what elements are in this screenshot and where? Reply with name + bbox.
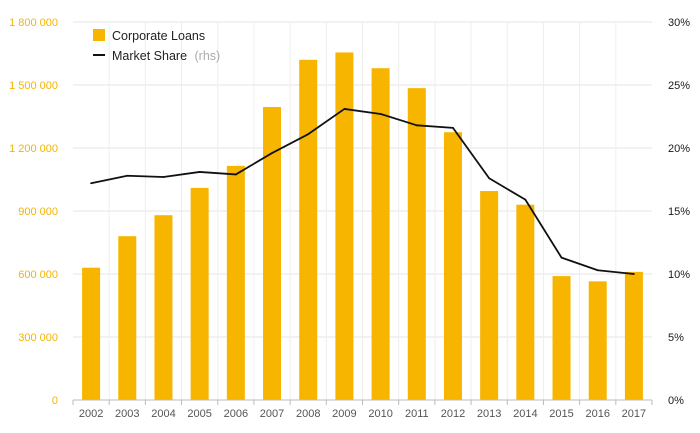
bar-2010 — [371, 68, 390, 400]
market-share-point-2004 — [162, 176, 165, 178]
market-share-point-2008 — [307, 133, 310, 136]
bar-2017 — [624, 271, 643, 400]
y-left-tick-label: 600 000 — [18, 269, 58, 281]
legend-label-corporate-loans: Corporate Loans — [112, 29, 205, 43]
market-share-point-2006 — [234, 173, 237, 176]
legend-swatch-corporate-loans — [93, 29, 105, 41]
market-share-point-2017 — [633, 273, 635, 275]
gridlines — [73, 21, 652, 400]
bar-2009 — [335, 52, 354, 400]
x-tick-label: 2004 — [151, 408, 175, 420]
market-share-point-2007 — [271, 152, 273, 154]
y-right-tick-label: 25% — [668, 80, 690, 92]
y-left-tick-label: 1 500 000 — [9, 80, 58, 92]
bar-series — [82, 52, 643, 401]
x-tick-label: 2011 — [405, 408, 429, 420]
bar-2012 — [443, 132, 462, 400]
market-share-point-2005 — [198, 171, 201, 173]
market-share-point-2011 — [415, 124, 418, 127]
market-share-point-2009 — [343, 108, 346, 110]
y-right-tick-label: 15% — [668, 206, 690, 218]
bar-2011 — [407, 88, 426, 401]
bar-2002 — [82, 267, 101, 400]
x-tick-label: 2009 — [332, 408, 356, 420]
bar-2014 — [516, 204, 535, 400]
bar-2007 — [263, 107, 282, 401]
bar-2006 — [226, 165, 245, 400]
x-tick-label: 2005 — [187, 408, 211, 420]
bar-2015 — [552, 276, 571, 400]
y-left-tick-label: 900 000 — [18, 206, 58, 218]
x-tick-label: 2015 — [549, 408, 573, 420]
bar-2013 — [480, 191, 499, 400]
x-tick-label: 2007 — [260, 408, 284, 420]
legend-label-market-share-name: Market Share — [112, 49, 187, 63]
legend-label-market-share-suffix: (rhs) — [195, 49, 221, 63]
x-tick-label: 2012 — [441, 408, 465, 420]
market-share-point-2010 — [379, 113, 382, 115]
axes: 0 300 000 600 000 900 000 1 200 000 1 500 000… — [9, 17, 690, 420]
y-right-tick-label: 30% — [668, 17, 690, 29]
bar-2003 — [118, 236, 137, 400]
x-tick-label: 2003 — [115, 408, 139, 420]
market-share-point-2012 — [452, 126, 454, 129]
y-right-tick-label: 10% — [668, 269, 690, 281]
market-share-line — [90, 108, 634, 275]
y-right-tick-label: 0% — [668, 395, 684, 407]
market-share-point-2014 — [524, 198, 527, 201]
y-left-tick-label: 1 200 000 — [9, 143, 58, 155]
bar-2005 — [190, 187, 209, 400]
market-share-point-2016 — [596, 269, 599, 272]
x-tick-label: 2016 — [585, 408, 609, 420]
y-right-tick-label: 5% — [668, 332, 684, 344]
y-left-tick-label: 1 800 000 — [9, 17, 58, 29]
line-series — [90, 108, 635, 275]
y-left-tick-label: 300 000 — [18, 332, 58, 344]
bar-2004 — [154, 215, 173, 400]
bar-2008 — [299, 59, 318, 401]
x-tick-label: 2006 — [224, 408, 248, 420]
market-share-point-2002 — [90, 182, 92, 185]
x-tick-label: 2017 — [622, 408, 646, 420]
x-tick-label: 2002 — [79, 408, 103, 420]
market-share-point-2015 — [560, 256, 563, 259]
bar-2016 — [588, 281, 607, 400]
market-share-point-2013 — [488, 177, 491, 180]
legend: Corporate Loans Market Share (rhs) — [93, 29, 220, 63]
y-left-tick-label: 0 — [52, 395, 58, 407]
x-tick-label: 2013 — [477, 408, 501, 420]
legend-label-market-share: Market Share (rhs) — [112, 49, 220, 63]
x-tick-label: 2014 — [513, 408, 537, 420]
y-right-tick-label: 20% — [668, 143, 690, 155]
market-share-point-2003 — [126, 174, 129, 177]
x-tick-label: 2010 — [368, 408, 392, 420]
x-tick-label: 2008 — [296, 408, 320, 420]
